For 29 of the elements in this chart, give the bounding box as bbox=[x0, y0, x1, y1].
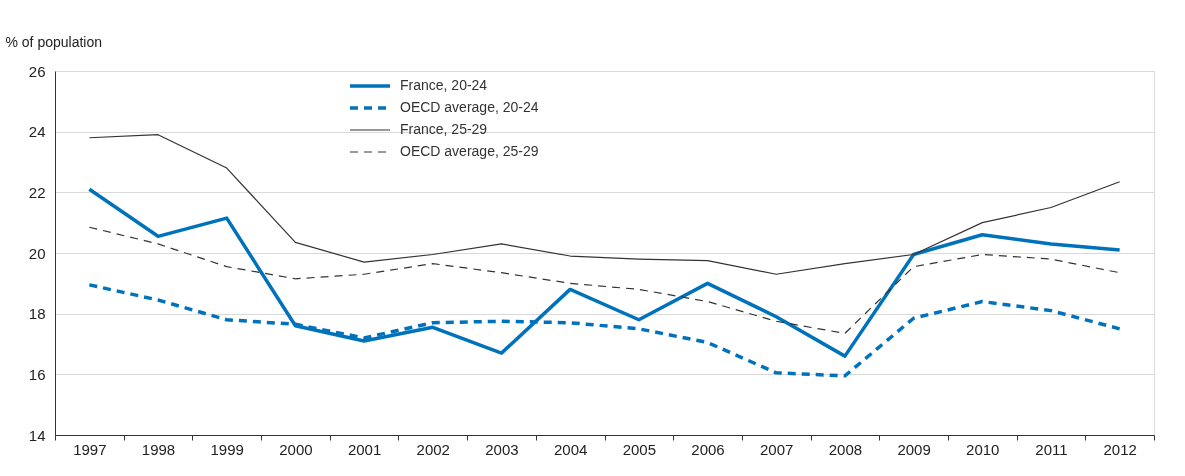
x-tick-label: 2001 bbox=[347, 440, 382, 458]
y-tick-label: 16 bbox=[28, 365, 46, 383]
x-tick-label: 2002 bbox=[416, 440, 450, 458]
x-tick-label: 2000 bbox=[279, 440, 313, 458]
x-tick-label: 2011 bbox=[1035, 440, 1068, 458]
y-tick-label: 24 bbox=[28, 123, 46, 141]
x-tick-label: 2007 bbox=[760, 440, 794, 458]
legend-label: OECD average, 20-24 bbox=[400, 99, 539, 115]
x-tick-label: 2010 bbox=[966, 440, 1000, 458]
y-tick-label: 20 bbox=[28, 244, 46, 262]
x-tick-label: 2005 bbox=[622, 440, 657, 458]
x-tick-label: 2006 bbox=[691, 440, 725, 458]
x-tick-label: 2009 bbox=[897, 440, 931, 458]
line-series bbox=[88, 134, 1121, 275]
y-tick-label: 22 bbox=[28, 183, 46, 201]
x-tick-label: 2012 bbox=[1103, 440, 1137, 458]
x-tick-label: 2004 bbox=[553, 440, 588, 458]
legend-label: OECD average, 25-29 bbox=[400, 143, 539, 159]
legend-label: France, 25-29 bbox=[400, 121, 488, 137]
y-axis-title: % of population bbox=[5, 33, 103, 50]
legend-label: France, 20-24 bbox=[400, 77, 488, 93]
x-tick-label: 1997 bbox=[73, 440, 107, 458]
x-tick-label: 1999 bbox=[210, 440, 244, 458]
x-tick-label: 2008 bbox=[828, 440, 863, 458]
y-tick-label: 18 bbox=[28, 305, 46, 323]
x-tick-label: 1998 bbox=[141, 440, 176, 458]
y-tick-label: 14 bbox=[28, 426, 46, 444]
x-tick-label: 2003 bbox=[485, 440, 519, 458]
y-tick-label: 26 bbox=[28, 62, 46, 80]
